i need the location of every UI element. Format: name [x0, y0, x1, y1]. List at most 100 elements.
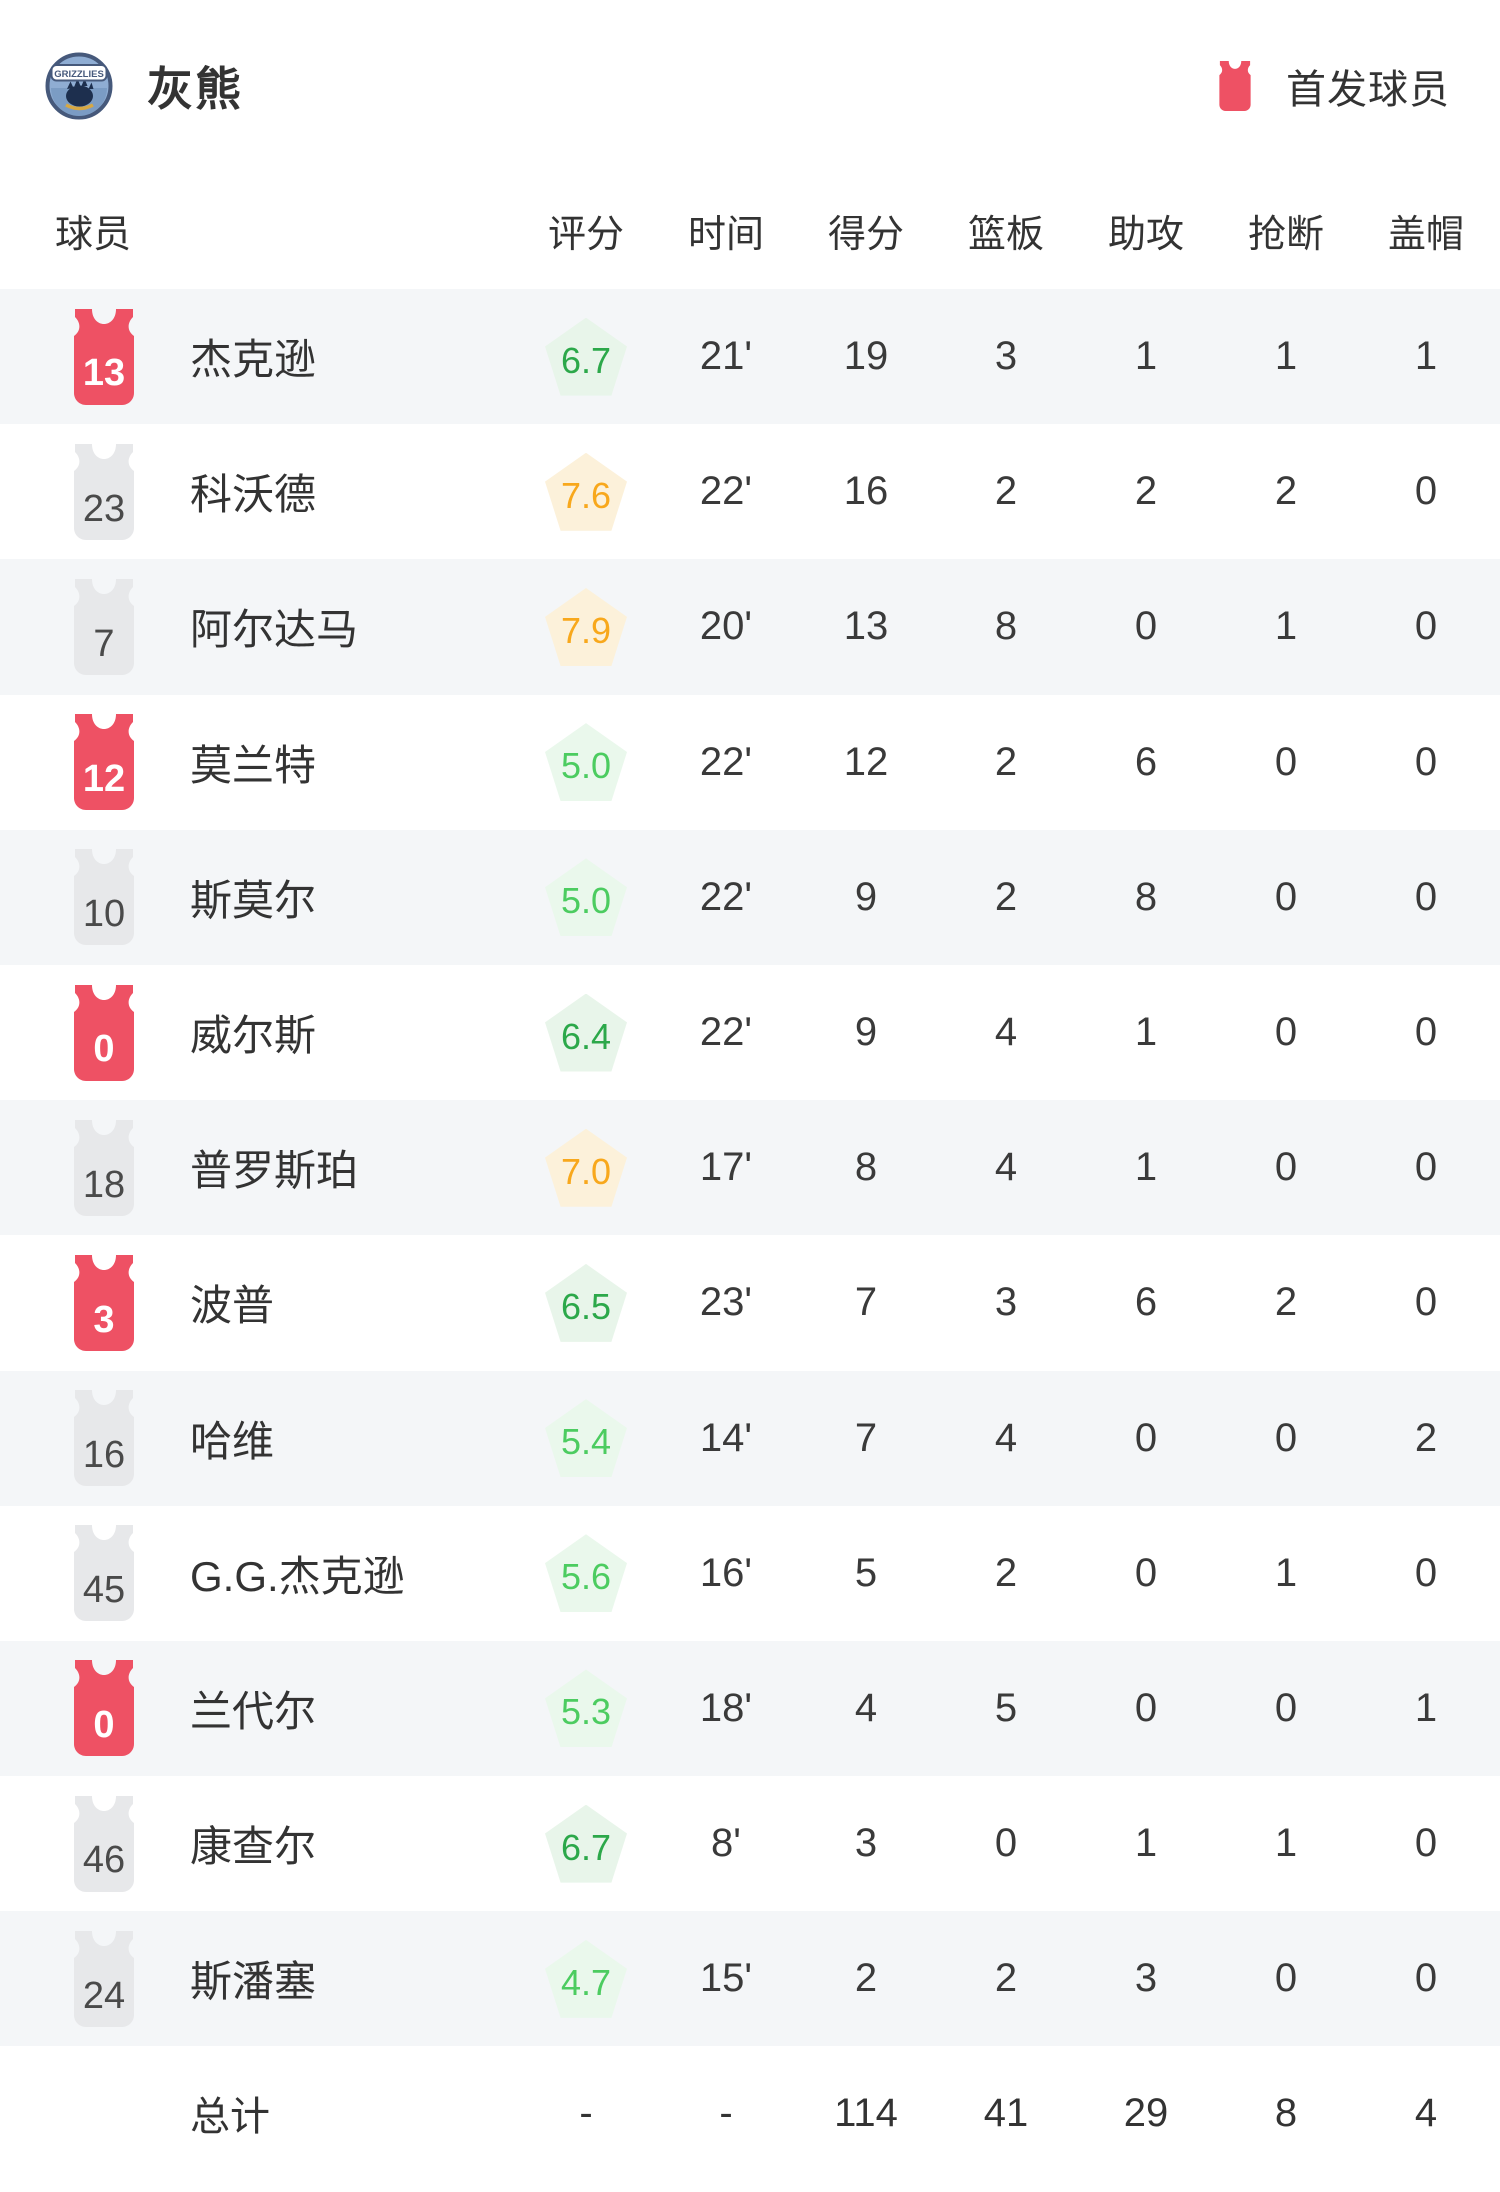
steals-value: 0	[1274, 1956, 1298, 2001]
jersey-number: 45	[82, 1569, 126, 1612]
time-value: 22'	[699, 1010, 753, 1055]
total-steals: 8	[1274, 2090, 1298, 2135]
rebounds-value: 2	[994, 1956, 1018, 2001]
rating-cell: 5.4	[516, 1399, 656, 1478]
total-time: -	[719, 2090, 733, 2135]
points-value: 13	[843, 604, 889, 649]
points-value: 7	[854, 1415, 878, 1460]
rating-badge: 5.6	[545, 1534, 627, 1613]
player-name: 普罗斯珀	[190, 1147, 359, 1195]
assists-value: 1	[1134, 1010, 1158, 1055]
player-cell: 45 G.G.杰克逊	[0, 1525, 516, 1622]
col-header-player: 球员	[55, 214, 132, 256]
rebounds-value: 8	[994, 604, 1018, 649]
rebounds-value: 2	[994, 874, 1018, 919]
player-row[interactable]: 13 杰克逊 6.7 21' 19 3 1 1 1	[0, 289, 1500, 425]
rating-badge: 5.3	[545, 1669, 627, 1748]
team-header: GRIZZLIES 灰熊 首发球员	[0, 0, 1500, 172]
time-value: 17'	[699, 1145, 753, 1190]
time-value: 21'	[699, 334, 753, 379]
player-row[interactable]: 10 斯莫尔 5.0 22' 9 2 8 0 0	[0, 829, 1500, 965]
rating-badge: 7.9	[545, 587, 627, 666]
starter-jersey-icon	[1212, 61, 1258, 111]
col-header-rating: 评分	[547, 214, 624, 256]
total-rating: -	[579, 2090, 593, 2135]
time-value: 15'	[699, 1956, 753, 2001]
blocks-value: 1	[1414, 1685, 1438, 1730]
points-value: 2	[854, 1956, 878, 2001]
jersey-icon: 10	[60, 849, 148, 946]
rating-cell: 6.7	[516, 1804, 656, 1883]
steals-value: 0	[1274, 1010, 1298, 1055]
jersey-icon: 0	[60, 1660, 148, 1757]
rating-cell: 6.5	[516, 1263, 656, 1342]
steals-value: 1	[1274, 1821, 1298, 1866]
blocks-value: 0	[1414, 604, 1438, 649]
jersey-icon: 46	[60, 1795, 148, 1892]
player-row[interactable]: 7 阿尔达马 7.9 20' 13 8 0 1 0	[0, 559, 1500, 695]
time-value: 18'	[699, 1685, 753, 1730]
points-value: 3	[854, 1821, 878, 1866]
player-row[interactable]: 46 康查尔 6.7 8' 3 0 1 1 0	[0, 1776, 1500, 1911]
player-row[interactable]: 45 G.G.杰克逊 5.6 16' 5 2 0 1 0	[0, 1506, 1500, 1641]
player-row[interactable]: 18 普罗斯珀 7.0 17' 8 4 1 0 0	[0, 1100, 1500, 1236]
player-cell: 18 普罗斯珀	[0, 1119, 516, 1216]
player-cell: 7 阿尔达马	[0, 578, 516, 675]
starter-legend-label: 首发球员	[1286, 68, 1450, 112]
player-rows: 13 杰克逊 6.7 21' 19 3 1 1 1 23 科沃德	[0, 289, 1500, 2047]
assists-value: 3	[1134, 1956, 1158, 2001]
player-row[interactable]: 12 莫兰特 5.0 22' 12 2 6 0 0	[0, 695, 1500, 830]
rebounds-value: 5	[994, 1685, 1018, 1730]
col-header-points: 得分	[827, 214, 904, 256]
player-cell: 24 斯潘塞	[0, 1930, 516, 2027]
player-cell: 16 哈维	[0, 1390, 516, 1487]
jersey-number: 46	[82, 1839, 126, 1882]
player-row[interactable]: 0 威尔斯 6.4 22' 9 4 1 0 0	[0, 965, 1500, 1100]
steals-value: 1	[1274, 604, 1298, 649]
time-value: 22'	[699, 739, 753, 784]
rating-badge: 7.0	[545, 1128, 627, 1207]
points-value: 5	[854, 1550, 878, 1595]
player-name: 兰代尔	[190, 1687, 317, 1735]
rebounds-value: 2	[994, 739, 1018, 784]
rating-badge: 5.4	[545, 1399, 627, 1478]
player-row[interactable]: 24 斯潘塞 4.7 15' 2 2 3 0 0	[0, 1911, 1500, 2047]
points-value: 16	[843, 469, 889, 514]
total-label: 总计	[190, 2095, 270, 2140]
blocks-value: 0	[1414, 1821, 1438, 1866]
col-header-blocks: 盖帽	[1387, 214, 1464, 256]
jersey-number: 23	[82, 487, 126, 530]
assists-value: 6	[1134, 739, 1158, 784]
player-row[interactable]: 16 哈维 5.4 14' 7 4 0 0 2	[0, 1370, 1500, 1506]
total-points: 114	[834, 2090, 898, 2135]
player-name: 斯莫尔	[190, 876, 317, 924]
player-name: 波普	[190, 1282, 275, 1330]
steals-value: 0	[1274, 1415, 1298, 1460]
time-value: 14'	[699, 1415, 753, 1460]
points-value: 9	[854, 874, 878, 919]
jersey-icon: 7	[60, 578, 148, 675]
jersey-number: 16	[82, 1433, 126, 1476]
player-row[interactable]: 0 兰代尔 5.3 18' 4 5 0 0 1	[0, 1640, 1500, 1777]
player-row[interactable]: 23 科沃德 7.6 22' 16 2 2 2 0	[0, 424, 1500, 559]
rating-cell: 6.4	[516, 993, 656, 1072]
time-value: 8'	[711, 1821, 741, 1866]
time-value: 16'	[699, 1550, 753, 1595]
player-name: 莫兰特	[190, 741, 317, 789]
assists-value: 0	[1134, 604, 1158, 649]
steals-value: 2	[1274, 1280, 1298, 1325]
jersey-number: 0	[93, 1028, 115, 1071]
rating-badge: 5.0	[545, 858, 627, 937]
assists-value: 1	[1134, 1145, 1158, 1190]
rebounds-value: 2	[994, 469, 1018, 514]
steals-value: 0	[1274, 1145, 1298, 1190]
time-value: 23'	[699, 1280, 753, 1325]
blocks-value: 0	[1414, 1550, 1438, 1595]
assists-value: 0	[1134, 1415, 1158, 1460]
rating-cell: 6.7	[516, 317, 656, 396]
rating-badge: 4.7	[545, 1939, 627, 2018]
team-logo-icon: GRIZZLIES	[45, 52, 113, 120]
player-row[interactable]: 3 波普 6.5 23' 7 3 6 2 0	[0, 1235, 1500, 1370]
rebounds-value: 3	[994, 1280, 1018, 1325]
